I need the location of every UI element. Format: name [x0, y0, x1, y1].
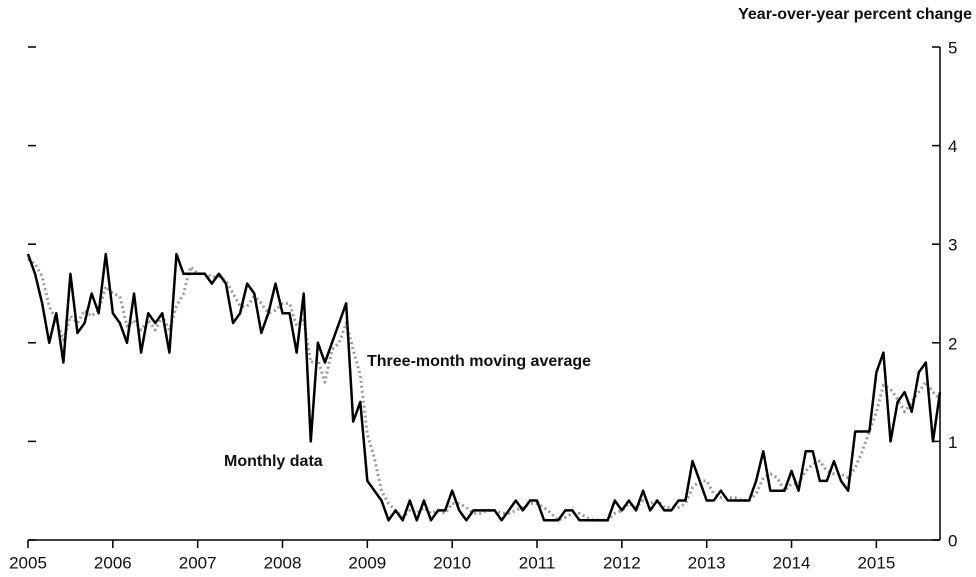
- series-line: [26, 252, 942, 522]
- x-tick-label: 2007: [179, 553, 217, 572]
- x-tick-label: 2013: [688, 553, 726, 572]
- y-tick-label: 1: [948, 433, 957, 452]
- series-line: [27, 257, 942, 522]
- x-tick-label: 2014: [773, 553, 811, 572]
- y-tick-label: 0: [948, 531, 957, 550]
- x-tick-label: 2009: [348, 553, 386, 572]
- y-tick-label: 4: [948, 137, 957, 156]
- x-tick-label: 2015: [857, 553, 895, 572]
- x-tick-label: 2010: [433, 553, 471, 572]
- y-tick-label: 2: [948, 334, 957, 353]
- x-tick-label: 2012: [603, 553, 641, 572]
- x-tick-label: 2008: [264, 553, 302, 572]
- y-axis-label: Year-over-year percent change: [738, 6, 972, 23]
- x-tick-label: 2006: [94, 553, 132, 572]
- x-tick-label: 2011: [519, 553, 556, 572]
- x-tick-label: 2005: [9, 553, 47, 572]
- annotation: Three-month moving average: [367, 353, 591, 370]
- y-tick-label: 5: [948, 38, 957, 57]
- annotation: Monthly data: [224, 453, 323, 470]
- y-tick-label: 3: [948, 236, 957, 255]
